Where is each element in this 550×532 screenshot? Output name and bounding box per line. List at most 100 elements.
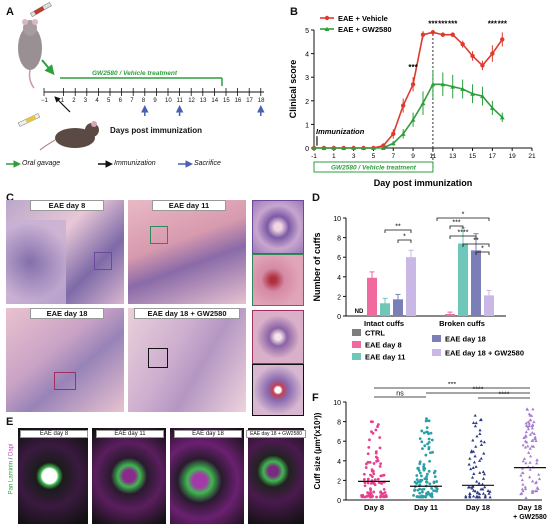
x-tick-label: 13 (449, 153, 457, 160)
data-point (533, 435, 537, 439)
data-point (476, 490, 480, 494)
data-point (362, 472, 366, 476)
timeline-day-label: 9 (153, 98, 157, 104)
y-tick-label: 4 (337, 459, 341, 466)
data-point (531, 479, 535, 483)
immunization-annotation: Immunization (316, 127, 365, 136)
series-line (314, 83, 503, 149)
data-point (425, 472, 429, 476)
legend-label: EAE day 11 (365, 353, 405, 362)
data-point (470, 449, 474, 453)
data-point (368, 438, 371, 442)
legend-swatch (432, 335, 441, 342)
significance-label: * (481, 246, 484, 253)
data-point (420, 32, 426, 37)
data-point (425, 426, 429, 430)
y-tick-label: 6 (337, 439, 341, 446)
data-point (472, 472, 476, 475)
data-point (424, 495, 428, 498)
category-label: + GW2580 (513, 514, 547, 521)
x-tick-label: 17 (489, 153, 497, 160)
data-point (424, 453, 428, 457)
data-point (481, 487, 485, 491)
data-point (524, 430, 528, 434)
data-point (366, 460, 370, 464)
zoom-day18-gw (252, 364, 304, 416)
significance-label: *** (448, 382, 456, 389)
data-point (440, 32, 446, 37)
zoom-day11 (252, 254, 304, 306)
data-point (481, 470, 485, 473)
panel-e-side-label: Pan Laminin / Dapi (8, 443, 15, 495)
y-axis-label: Number of cuffs (312, 232, 322, 301)
data-point (428, 459, 432, 463)
data-point (374, 451, 378, 455)
timeline-day-label: 6 (118, 98, 122, 104)
data-point (468, 494, 472, 498)
data-point (470, 486, 474, 490)
data-point (428, 451, 432, 455)
data-point (383, 491, 387, 494)
y-tick-label: 4 (305, 52, 309, 59)
significance-label: *** (488, 19, 498, 28)
data-point (311, 145, 317, 150)
mouse-icon (18, 19, 42, 89)
y-tick-label: 10 (333, 216, 341, 223)
data-point (427, 447, 431, 451)
data-point (369, 488, 373, 492)
data-point (366, 477, 370, 481)
legend-immunization: Immunization (114, 160, 156, 167)
data-point (375, 495, 378, 499)
data-point (478, 432, 482, 436)
data-point (423, 444, 427, 448)
data-point (416, 488, 420, 492)
y-tick-label: 1 (305, 122, 309, 129)
data-point (431, 450, 434, 454)
y-tick-label: 0 (337, 498, 341, 505)
data-point (470, 475, 475, 479)
data-point (374, 428, 378, 432)
x-tick-label: 7 (391, 153, 395, 160)
data-point (415, 478, 419, 482)
fluor-title-day8: EAE day 8 (20, 430, 88, 438)
x-tick-label: 19 (509, 153, 517, 160)
data-point (531, 438, 535, 442)
data-point (475, 479, 479, 483)
data-point (481, 491, 486, 495)
data-point (535, 486, 539, 489)
data-point (473, 424, 477, 428)
data-point (376, 425, 379, 428)
data-point (422, 463, 426, 466)
data-point (372, 462, 376, 465)
data-point (527, 451, 531, 454)
significance-label: *** (428, 19, 438, 28)
timeline-day-label: 1 (60, 98, 64, 104)
y-tick-label: 2 (337, 294, 341, 301)
data-point (372, 472, 376, 476)
data-point (418, 460, 422, 464)
legend-marker (324, 26, 330, 31)
data-point (435, 489, 439, 493)
bar (380, 303, 390, 316)
data-point (378, 436, 382, 439)
significance-label: ** (473, 238, 479, 245)
legend-swatch (352, 353, 361, 360)
data-point (351, 145, 357, 150)
legend-label: EAE day 18 (445, 335, 486, 344)
data-point (478, 471, 482, 474)
data-point (419, 480, 422, 484)
data-point (524, 434, 528, 437)
data-point (410, 117, 416, 122)
data-point (367, 493, 371, 497)
legend-label: EAE day 18 + GW2580 (445, 349, 524, 358)
data-point (382, 473, 386, 477)
significance-bracket (475, 251, 490, 255)
data-point (321, 145, 327, 150)
legend-sacrifice: Sacrifice (194, 160, 221, 167)
data-point (363, 495, 367, 499)
data-point (488, 495, 492, 499)
data-point (471, 466, 475, 469)
data-point (376, 459, 380, 463)
bar (406, 257, 416, 316)
